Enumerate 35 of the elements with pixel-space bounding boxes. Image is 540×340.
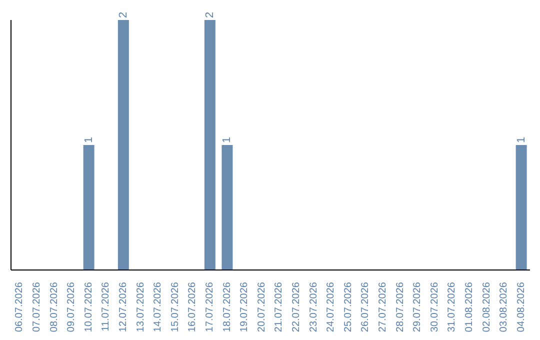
x-tick-label: 03.08.2026	[498, 282, 510, 332]
x-tick-label: 27.07.2026	[377, 282, 388, 332]
x-tick-label: 28.07.2026	[394, 282, 406, 332]
x-tick-label: 29.07.2026	[412, 282, 424, 332]
x-tick-label: 06.07.2026	[14, 282, 26, 332]
x-tick-label: 15.07.2026	[170, 282, 181, 332]
x-tick-label: 16.07.2026	[187, 282, 198, 332]
x-tick-label: 11.07.2026	[100, 282, 112, 332]
x-tick-label: 14.07.2026	[152, 282, 164, 332]
x-tick-label: 26.07.2026	[360, 282, 372, 332]
data-label: 1	[221, 136, 234, 143]
x-tick-label: 13.07.2026	[135, 282, 146, 332]
x-tick-label: 18.07.2026	[222, 282, 233, 332]
x-tick-label: 08.07.2026	[48, 282, 60, 332]
x-tick-label: 10.07.2026	[83, 282, 94, 332]
x-tick-label: 22.07.2026	[290, 282, 302, 332]
x-tick-label: 19.07.2026	[239, 282, 250, 332]
x-tick-label: 01.08.2026	[464, 282, 475, 332]
x-tick-label: 23.07.2026	[308, 282, 320, 332]
data-label: 1	[82, 136, 95, 143]
x-tick-label: 07.07.2026	[31, 282, 42, 332]
data-label: 2	[204, 12, 216, 18]
x-tick-label: 09.07.2026	[66, 282, 78, 332]
x-tick-label: 17.07.2026	[204, 282, 216, 332]
x-tick-label: 02.08.2026	[481, 282, 492, 332]
x-tick-label: 30.07.2026	[429, 282, 440, 332]
x-tick-label: 31.07.2026	[446, 282, 458, 332]
x-tick-label: 24.07.2026	[326, 282, 337, 332]
x-tick-label: 12.07.2026	[118, 282, 129, 332]
x-tick-label: 20.07.2026	[256, 282, 268, 332]
data-label: 1	[515, 136, 528, 143]
data-label: 2	[117, 12, 130, 18]
x-tick-label: 25.07.2026	[342, 282, 354, 332]
x-tick-label: 04.08.2026	[516, 282, 527, 332]
x-tick-label: 21.07.2026	[274, 282, 285, 332]
